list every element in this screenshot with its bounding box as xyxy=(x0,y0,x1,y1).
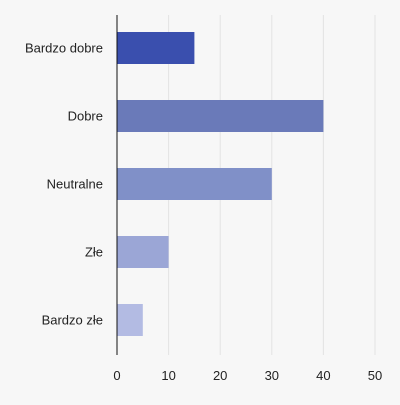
bar xyxy=(117,236,169,268)
category-label: Dobre xyxy=(68,109,103,124)
x-tick-label: 10 xyxy=(161,368,175,383)
x-tick-label: 0 xyxy=(113,368,120,383)
bar xyxy=(117,304,143,336)
bars xyxy=(117,32,324,336)
bar xyxy=(117,168,272,200)
x-tick-labels: 0 10 20 30 40 50 xyxy=(113,368,382,383)
x-tick-label: 20 xyxy=(213,368,227,383)
bar xyxy=(117,32,195,64)
x-tick-label: 40 xyxy=(316,368,330,383)
x-tick-label: 30 xyxy=(265,368,279,383)
bar xyxy=(117,100,324,132)
category-label: Bardzo dobre xyxy=(25,41,103,56)
category-label: Neutralne xyxy=(47,177,103,192)
category-label: Bardzo złe xyxy=(42,313,103,328)
category-label: Złe xyxy=(85,245,103,260)
x-tick-label: 50 xyxy=(368,368,382,383)
category-labels: Bardzo dobre Dobre Neutralne Złe Bardzo złe xyxy=(25,41,103,328)
